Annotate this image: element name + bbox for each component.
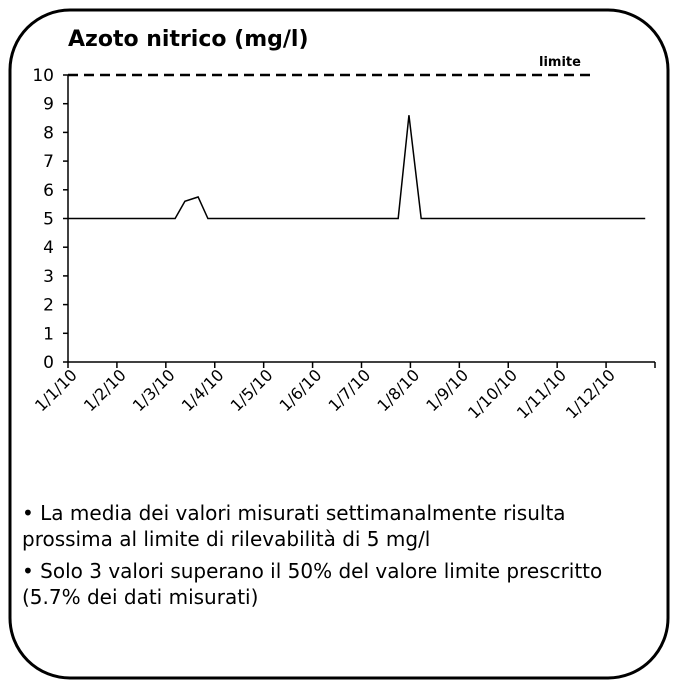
note: • La media dei valori misurati settimana… bbox=[22, 501, 566, 551]
y-tick-label: 9 bbox=[43, 95, 54, 115]
frame bbox=[8, 8, 670, 680]
x-tick-label: 1/4/10 bbox=[178, 365, 228, 415]
data-line bbox=[68, 115, 646, 220]
y-tick-label: 6 bbox=[43, 181, 54, 201]
y-tick-label: 3 bbox=[43, 267, 54, 287]
x-tick-label: 1/1/10 bbox=[31, 365, 81, 415]
limit-label: limite bbox=[539, 55, 581, 70]
x-tick-label: 1/5/10 bbox=[227, 365, 277, 415]
note: • Solo 3 valori superano il 50% del valo… bbox=[22, 559, 603, 609]
x-tick-label: 1/12/10 bbox=[562, 365, 619, 422]
notes: • La media dei valori misurati settimana… bbox=[22, 500, 662, 616]
y-tick-label: 0 bbox=[43, 353, 54, 373]
x-tick-label: 1/8/10 bbox=[373, 365, 423, 415]
y-tick-label: 1 bbox=[43, 324, 54, 344]
y-tick-label: 10 bbox=[32, 66, 54, 86]
x-tick-label: 1/10/10 bbox=[464, 365, 521, 422]
y-tick-label: 8 bbox=[43, 123, 54, 143]
y-tick-label: 2 bbox=[43, 296, 54, 316]
x-tick-label: 1/6/10 bbox=[276, 365, 326, 415]
y-tick-label: 5 bbox=[43, 210, 54, 230]
x-tick-label: 1/2/10 bbox=[80, 365, 130, 415]
y-tick-label: 7 bbox=[43, 152, 54, 172]
x-tick-label: 1/7/10 bbox=[324, 365, 374, 415]
chart-title: Azoto nitrico (mg/l) bbox=[68, 27, 309, 52]
x-tick-label: 1/3/10 bbox=[129, 365, 179, 415]
x-tick-label: 1/11/10 bbox=[513, 365, 570, 422]
y-tick-label: 4 bbox=[43, 238, 54, 258]
